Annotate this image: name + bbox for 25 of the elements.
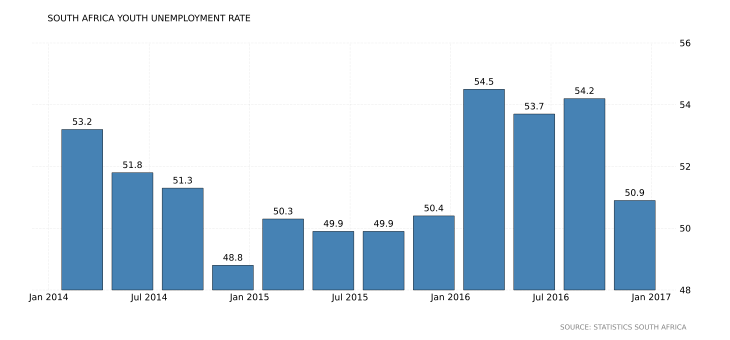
x-tick-label: Jul 2016 bbox=[532, 294, 569, 302]
x-tick-label: Jul 2015 bbox=[331, 294, 368, 302]
y-tick-label: 56 bbox=[680, 40, 690, 46]
y-tick-label: 52 bbox=[680, 163, 690, 170]
data-label: 54.2 bbox=[575, 87, 594, 94]
data-label: 51.3 bbox=[173, 176, 192, 184]
chart-title: SOUTH AFRICA YOUTH UNEMPLOYMENT RATE bbox=[48, 14, 250, 22]
x-tick-label: Jan 2016 bbox=[430, 294, 470, 302]
data-label: 49.9 bbox=[374, 220, 393, 227]
x-tick-label: Jul 2014 bbox=[130, 294, 167, 302]
data-label: 50.3 bbox=[274, 208, 292, 214]
data-label: 48.8 bbox=[223, 254, 242, 261]
data-label: 50.4 bbox=[424, 204, 444, 212]
data-label: 53.2 bbox=[72, 118, 92, 125]
data-label: 51.8 bbox=[123, 161, 142, 168]
data-label: 49.9 bbox=[324, 220, 343, 227]
data-label: 50.9 bbox=[625, 189, 644, 196]
y-tick-label: 48 bbox=[680, 286, 690, 294]
x-tick-label: Jan 2017 bbox=[631, 294, 670, 302]
data-label: 53.7 bbox=[524, 102, 544, 110]
x-tick-label: Jan 2014 bbox=[28, 294, 68, 302]
y-tick-label: 50 bbox=[680, 224, 690, 232]
y-tick-label: 54 bbox=[680, 101, 690, 108]
x-tick-label: Jan 2015 bbox=[229, 294, 269, 302]
data-label: 54.5 bbox=[474, 78, 494, 85]
